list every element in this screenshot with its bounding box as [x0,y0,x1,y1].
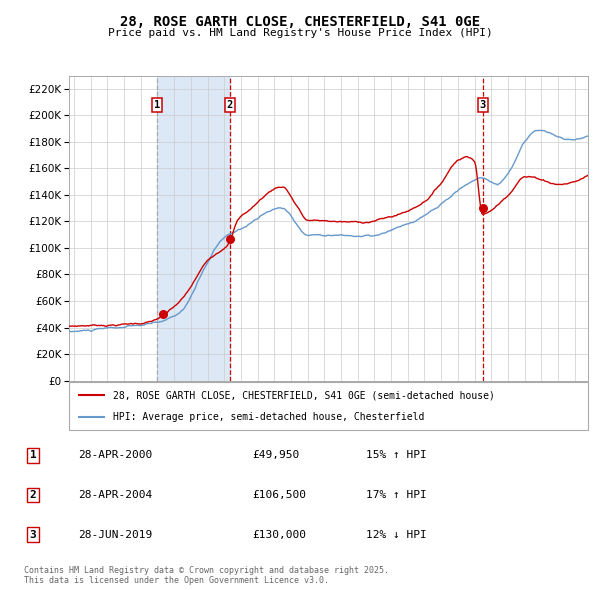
Point [225,235,235,244]
Text: 28, ROSE GARTH CLOSE, CHESTERFIELD, S41 0GE (semi-detached house): 28, ROSE GARTH CLOSE, CHESTERFIELD, S41 … [113,390,495,400]
Text: 28-APR-2004: 28-APR-2004 [78,490,152,500]
Text: 3: 3 [29,530,37,540]
Text: 2: 2 [226,100,233,110]
Text: Price paid vs. HM Land Registry's House Price Index (HPI): Price paid vs. HM Land Registry's House … [107,28,493,38]
Text: 28, ROSE GARTH CLOSE, CHESTERFIELD, S41 0GE: 28, ROSE GARTH CLOSE, CHESTERFIELD, S41 … [120,15,480,29]
Text: £130,000: £130,000 [252,530,306,540]
Text: £106,500: £106,500 [252,490,306,500]
Text: 28-JUN-2019: 28-JUN-2019 [78,530,152,540]
Text: 1: 1 [29,450,37,460]
Text: 12% ↓ HPI: 12% ↓ HPI [366,530,427,540]
Text: 3: 3 [479,100,486,110]
Text: 1: 1 [154,100,161,110]
Text: 17% ↑ HPI: 17% ↑ HPI [366,490,427,500]
Text: Contains HM Land Registry data © Crown copyright and database right 2025.
This d: Contains HM Land Registry data © Crown c… [24,566,389,585]
Text: 28-APR-2000: 28-APR-2000 [78,450,152,460]
Text: 15% ↑ HPI: 15% ↑ HPI [366,450,427,460]
Text: 2: 2 [29,490,37,500]
Text: HPI: Average price, semi-detached house, Chesterfield: HPI: Average price, semi-detached house,… [113,412,424,422]
Point [478,204,487,213]
Text: £49,950: £49,950 [252,450,299,460]
Point [158,310,167,319]
Bar [157,76,230,381]
